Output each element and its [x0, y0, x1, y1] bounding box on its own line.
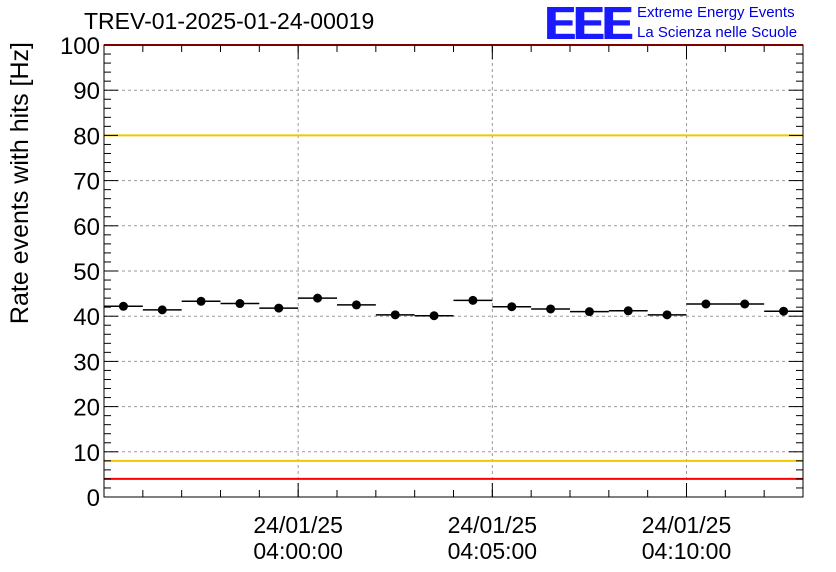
data-point	[779, 306, 789, 316]
data-point	[351, 300, 361, 310]
data-point	[623, 306, 633, 316]
data-point	[390, 310, 400, 320]
data-point	[468, 295, 478, 305]
axis-ticks	[103, 44, 804, 498]
logo-line-english: Extreme Energy Events	[637, 4, 795, 21]
y-tick-label: 70	[73, 169, 100, 196]
x-tick-date-label: 24/01/25	[253, 512, 343, 538]
data-point	[157, 305, 167, 315]
run-title: TREV-01-2025-01-24-00019	[84, 8, 375, 34]
y-tick-label: 0	[87, 485, 100, 512]
data-point	[274, 303, 284, 313]
data-point	[235, 299, 245, 309]
data-point	[429, 311, 439, 321]
data-point	[313, 293, 323, 303]
y-tick-label: 60	[73, 214, 100, 241]
y-tick-label: 40	[73, 304, 100, 331]
x-tick-time-label: 04:00:00	[253, 538, 343, 564]
x-tick-date-label: 24/01/25	[448, 512, 538, 538]
y-tick-label: 90	[73, 78, 100, 105]
grid	[104, 45, 803, 497]
reference-lines	[104, 44, 803, 480]
y-axis-title: Rate events with hits [Hz]	[6, 42, 34, 324]
data-point	[196, 296, 206, 306]
data-point	[740, 299, 750, 309]
eee-logo: EEE	[544, 0, 632, 49]
logo-line-italian: La Scienza nelle Scuole	[637, 24, 798, 41]
data-series	[104, 293, 803, 321]
y-tick-label: 20	[73, 395, 100, 422]
x-tick-date-label: 24/01/25	[642, 512, 732, 538]
data-point	[507, 302, 517, 312]
y-tick-label: 50	[73, 259, 100, 286]
y-tick-label: 30	[73, 349, 100, 376]
y-tick-label: 10	[73, 440, 100, 467]
data-point	[118, 301, 128, 311]
data-point	[584, 307, 594, 317]
x-tick-time-label: 04:05:00	[448, 538, 538, 564]
axis-labels: 010203040506070809010024/01/2504:00:0024…	[60, 33, 731, 564]
y-tick-label: 100	[60, 33, 100, 60]
y-tick-label: 80	[73, 123, 100, 150]
x-tick-time-label: 04:10:00	[642, 538, 732, 564]
data-point	[546, 304, 556, 314]
data-point	[662, 310, 672, 320]
data-point	[701, 299, 711, 309]
